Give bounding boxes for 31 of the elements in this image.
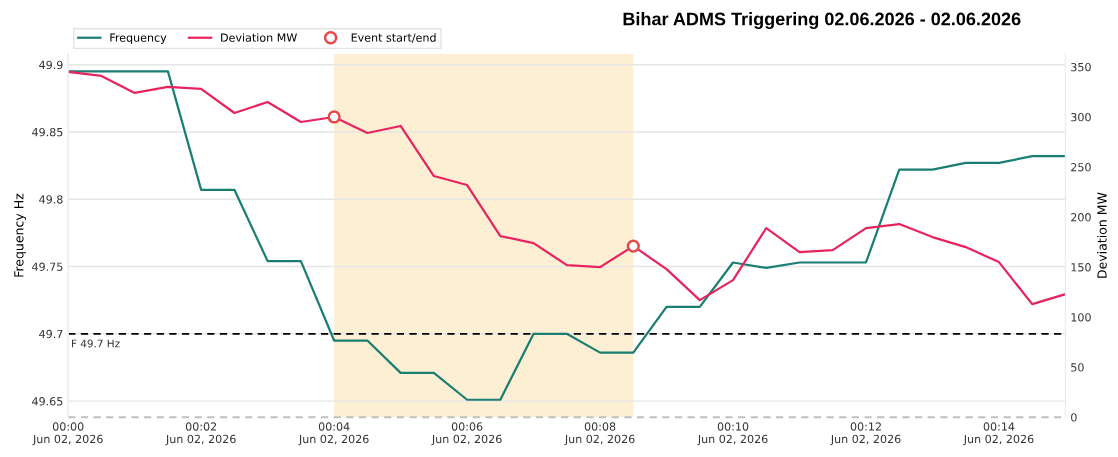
y-tick-label: 49.9 (39, 60, 63, 70)
y-tick-label: 49.85 (32, 127, 63, 137)
y-axis-title: Frequency Hz (14, 193, 26, 277)
line-series (68, 70, 1066, 401)
y2-tick-label: 200 (1071, 213, 1091, 222)
y2-tick-label: 350 (1071, 62, 1091, 72)
y2-axis-title: Deviation MW (1097, 192, 1107, 278)
chart-title: Bihar ADMS Triggering 02.06.2026 - 02.06.2026 (623, 12, 1021, 30)
x-tick-label: 00:14 Jun 02, 2026 (963, 422, 1034, 446)
line-series (68, 70, 1066, 306)
legend-label: Frequency (110, 33, 167, 44)
x-tick-label: 00:04 Jun 02, 2026 (298, 422, 369, 446)
y2-tick-label: 250 (1071, 163, 1091, 172)
x-tick-label: 00:10 Jun 02, 2026 (697, 422, 768, 446)
legend-label: Event start/end (351, 33, 436, 43)
y-tick-label: 49.65 (32, 397, 63, 406)
y-tick-label: 49.75 (32, 262, 63, 271)
x-tick-label: 00:06 Jun 02, 2026 (431, 422, 502, 446)
x-tick-label: 00:12 Jun 02, 2026 (830, 422, 901, 446)
y2-tick-label: 50 (1071, 363, 1084, 372)
x-tick-label: 00:08 Jun 02, 2026 (564, 422, 635, 446)
legend-label: Deviation MW (221, 33, 297, 42)
y2-tick-label: 300 (1071, 112, 1091, 122)
ref-line-label: F 49.7 Hz (72, 339, 120, 348)
y-tick-label: 49.7 (39, 329, 63, 339)
x-tick-label: 00:00 Jun 02, 2026 (32, 422, 103, 446)
y2-tick-label: 150 (1071, 263, 1091, 272)
y2-tick-label: 100 (1071, 313, 1091, 322)
y-tick-label: 49.8 (39, 195, 63, 204)
x-tick-label: 00:02 Jun 02, 2026 (165, 422, 236, 446)
y2-tick-label: 0 (1071, 413, 1077, 422)
